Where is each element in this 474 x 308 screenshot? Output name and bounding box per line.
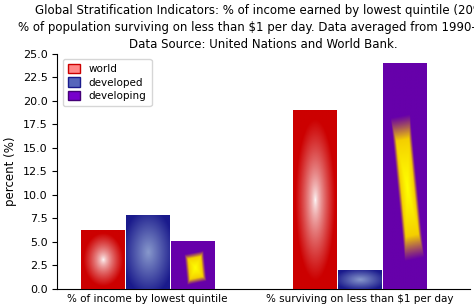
Y-axis label: percent (%): percent (%) (4, 136, 17, 206)
Legend: world, developed, developing: world, developed, developing (63, 59, 152, 106)
Title: Global Stratification Indicators: % of income earned by lowest quintile (20%);
%: Global Stratification Indicators: % of i… (18, 4, 474, 51)
